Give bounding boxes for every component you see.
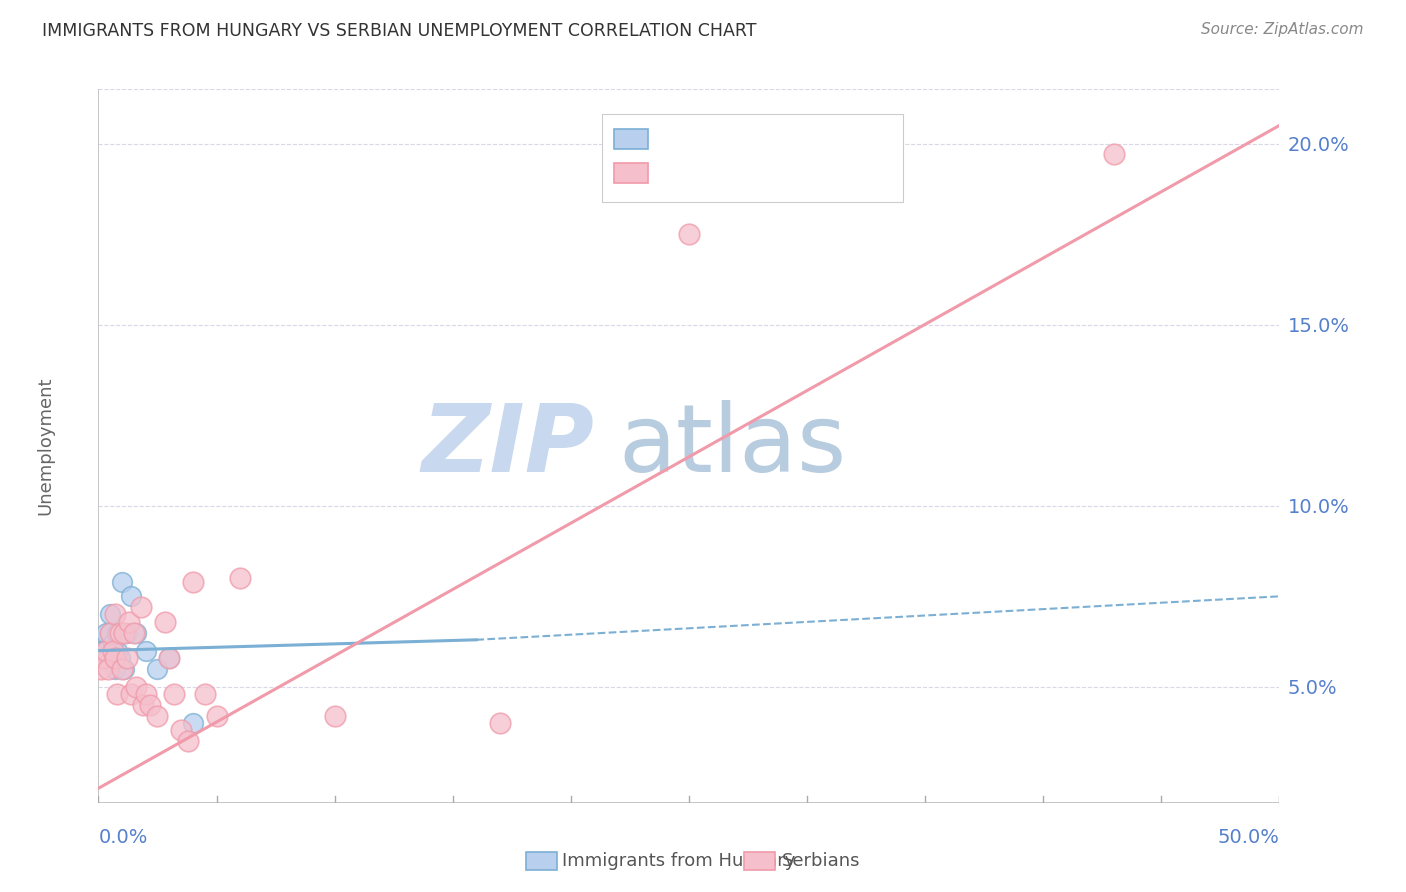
Point (121, 590, 143, 604)
Point (98, 625, 121, 640)
Point (104, 651, 127, 665)
Point (194, 687, 217, 701)
Point (90, 662, 112, 676)
Point (91, 643, 114, 657)
Point (90, 643, 112, 657)
Point (101, 643, 124, 657)
Point (97, 662, 120, 676)
Point (104, 607, 127, 622)
Point (105, 687, 128, 701)
Point (146, 709, 169, 723)
Text: Immigrants from Hungary: Immigrants from Hungary (562, 852, 796, 870)
Point (678, 227, 700, 241)
Point (489, 716, 512, 731)
Text: N = 21: N = 21 (793, 129, 856, 147)
Point (104, 662, 127, 676)
Point (94, 643, 117, 657)
Point (146, 662, 169, 676)
Point (122, 625, 145, 640)
Point (97, 651, 120, 665)
Point (132, 698, 155, 712)
Text: ZIP: ZIP (422, 400, 595, 492)
Text: atlas: atlas (619, 400, 846, 492)
Text: R = 0.720: R = 0.720 (652, 163, 742, 181)
Point (229, 571, 252, 585)
Text: R = 0.040: R = 0.040 (652, 129, 742, 147)
Point (115, 625, 138, 640)
Point (205, 709, 228, 723)
Point (157, 651, 180, 665)
Point (177, 734, 200, 748)
Point (105, 643, 128, 657)
Text: 50.0%: 50.0% (1218, 828, 1279, 847)
Point (115, 651, 138, 665)
Point (105, 625, 128, 640)
Text: 0.0%: 0.0% (98, 828, 148, 847)
Point (323, 709, 346, 723)
Text: Source: ZipAtlas.com: Source: ZipAtlas.com (1201, 22, 1364, 37)
Text: Serbians: Serbians (782, 852, 860, 870)
Point (98, 607, 121, 622)
Point (108, 651, 131, 665)
Point (181, 716, 204, 731)
Point (1102, 147, 1125, 161)
Point (101, 643, 124, 657)
Point (125, 680, 148, 694)
Text: IMMIGRANTS FROM HUNGARY VS SERBIAN UNEMPLOYMENT CORRELATION CHART: IMMIGRANTS FROM HUNGARY VS SERBIAN UNEMP… (42, 22, 756, 40)
Point (98, 625, 121, 640)
Point (125, 625, 148, 640)
Point (111, 574, 134, 589)
Text: N = 35: N = 35 (793, 163, 856, 181)
Point (139, 698, 162, 712)
Point (111, 662, 134, 676)
Point (135, 687, 157, 701)
Point (153, 615, 176, 629)
Point (163, 687, 186, 701)
Point (181, 574, 204, 589)
Text: Unemployment: Unemployment (37, 376, 55, 516)
Point (91, 651, 114, 665)
Point (157, 651, 180, 665)
Point (108, 625, 131, 640)
Point (112, 625, 135, 640)
Point (112, 662, 135, 676)
Point (121, 687, 143, 701)
Point (94, 625, 117, 640)
Point (170, 723, 193, 738)
Point (118, 615, 141, 629)
Point (135, 643, 157, 657)
Point (101, 636, 124, 650)
Point (129, 600, 152, 615)
